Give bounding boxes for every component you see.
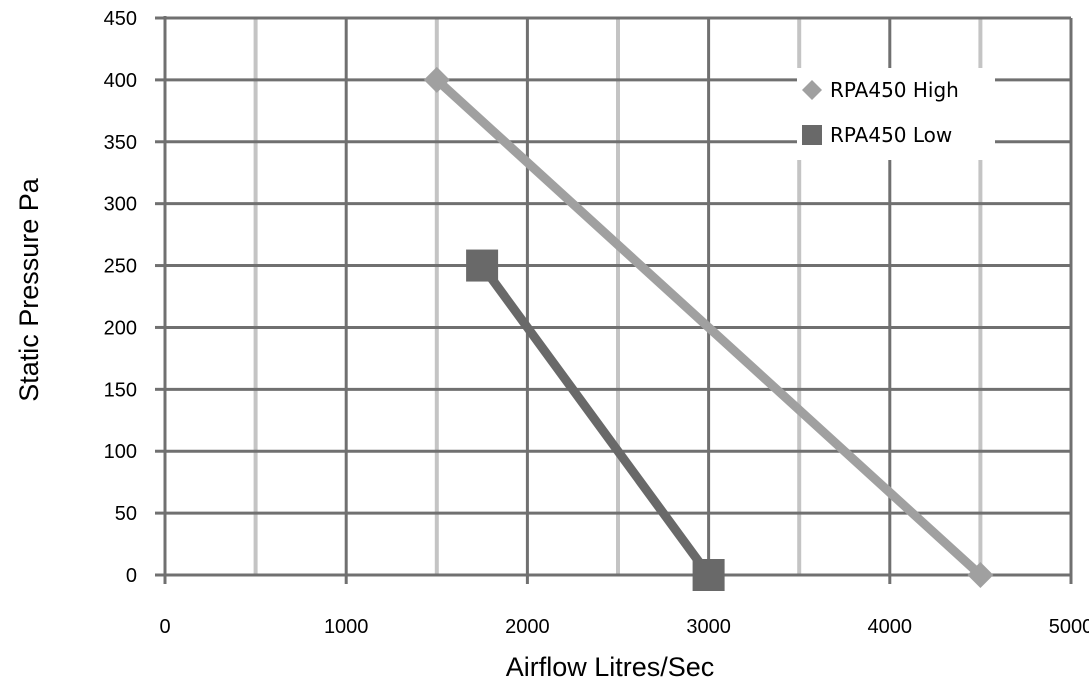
data-point-diamond (967, 562, 994, 588)
data-point-diamond (423, 66, 450, 93)
x-tick-label: 1000 (324, 616, 369, 638)
x-tick-label: 3000 (686, 616, 731, 638)
y-tick-label: 150 (104, 379, 137, 401)
series-line (478, 262, 713, 578)
y-tick-label: 200 (104, 317, 137, 339)
series-low (466, 249, 725, 591)
series-high (423, 66, 994, 588)
data-point-square (466, 249, 499, 282)
x-tick-label: 0 (159, 616, 170, 638)
tick-labels: 0 50 100 150 200 250 300 350 400 450 0 1000 2000 3000… (104, 8, 1089, 638)
legend-label-low: RPA450 Low (830, 123, 952, 147)
y-tick-label: 400 (104, 70, 137, 92)
legend-label-high: RPA450 High (830, 78, 959, 102)
y-tick-label: 0 (126, 565, 137, 587)
y-tick-label: 450 (104, 8, 137, 30)
y-tick-label: 300 (104, 194, 137, 216)
x-tick-label: 2000 (505, 616, 550, 638)
y-tick-label: 350 (104, 132, 137, 154)
y-tick-label: 50 (115, 503, 137, 525)
data-point-square (692, 559, 725, 591)
legend-item-high: RPA450 High (802, 78, 959, 102)
axes (155, 16, 1073, 584)
legend-marker-square (802, 125, 822, 145)
legend-item-low: RPA450 Low (802, 123, 952, 147)
series (423, 66, 994, 591)
legend-marker-diamond (802, 80, 822, 100)
y-tick-label: 100 (104, 441, 137, 463)
grid (165, 16, 1073, 575)
x-tick-label: 5000 (1049, 616, 1089, 638)
legend-background (797, 68, 995, 160)
x-axis-title: Airflow Litres/Sec (506, 652, 715, 682)
y-tick-label: 250 (104, 256, 137, 278)
y-axis-title: Static Pressure Pa (14, 177, 44, 402)
x-tick-label: 4000 (868, 616, 913, 638)
legend: RPA450 High RPA450 Low (797, 68, 995, 160)
series-line (433, 76, 984, 579)
